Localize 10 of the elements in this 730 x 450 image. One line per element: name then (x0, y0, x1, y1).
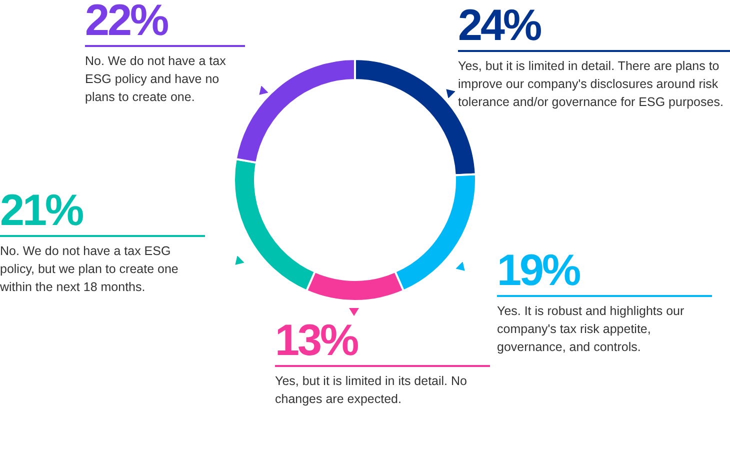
data-label: 19% (497, 246, 581, 295)
data-label: 22% (85, 0, 169, 45)
data-label: 13% (275, 316, 359, 365)
slice-label: Yes, but it is limited in detail. There are plans to improve our company's disclosures around risk tolerance and/or governance for ESG purposes. (458, 58, 724, 111)
data-label: 24% (458, 1, 542, 50)
data-label: 21% (0, 186, 84, 235)
slice-label: No. We do not have a tax ESG policy, but we plan to create one within the next 18 months. (0, 243, 180, 296)
slice-label: No. We do not have a tax ESG policy and have no plans to create one. (85, 53, 227, 106)
slice-label: Yes. It is robust and highlights our company's tax risk appetite, governance, and controls. (497, 303, 686, 356)
slice-label: Yes, but it is limited in its detail. No changes are expected. (275, 373, 468, 408)
